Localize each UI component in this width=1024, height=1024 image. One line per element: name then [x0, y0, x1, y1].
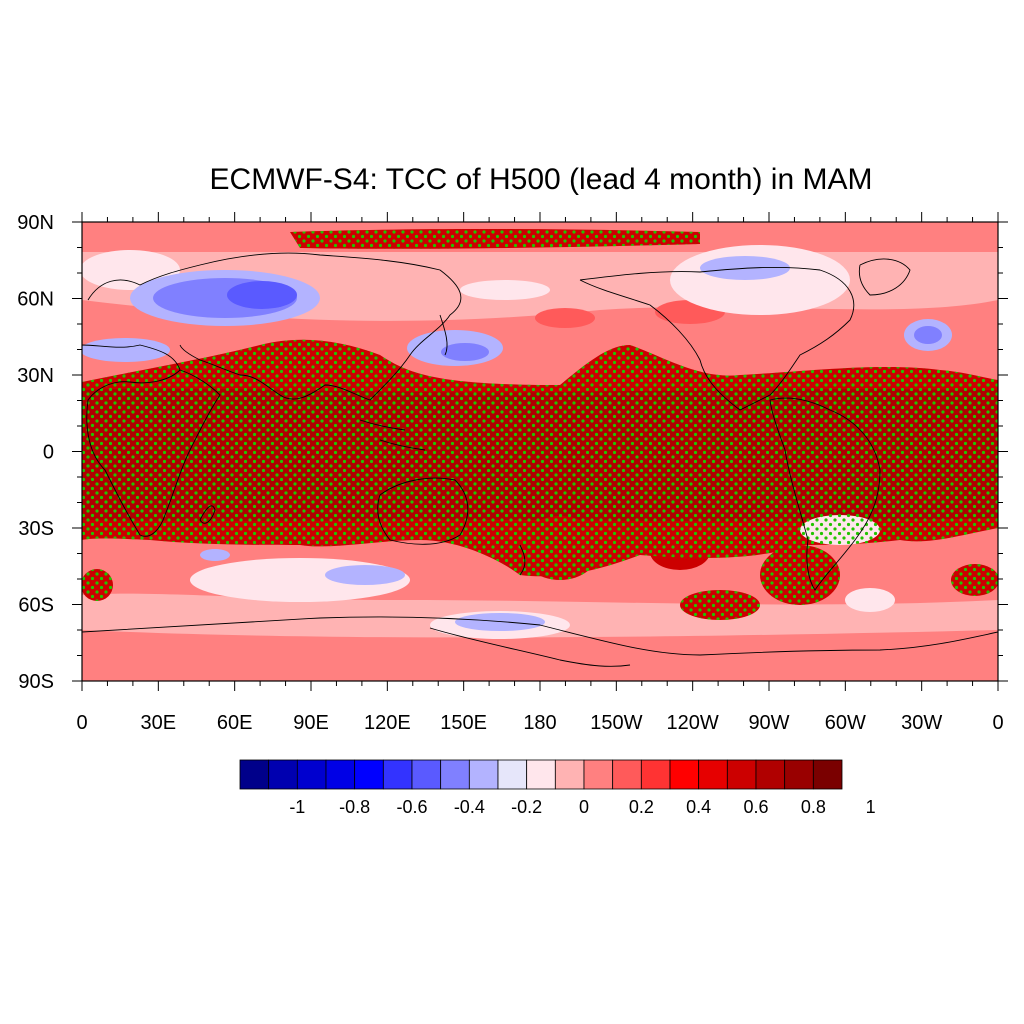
- colorbar-swatch: [468, 759, 499, 790]
- colorbar-swatch: [325, 759, 356, 790]
- colorbar-swatch: [698, 759, 728, 790]
- axis-ticks: [72, 212, 1008, 691]
- lat-tick-label: 90S: [18, 671, 54, 693]
- lon-tick-label: 120W: [667, 712, 719, 734]
- significance-stipple-arctic: [290, 229, 700, 249]
- colorbar-label: 0.6: [743, 797, 768, 817]
- colorbar-swatch: [554, 759, 585, 790]
- lat-tick-label: 30N: [17, 365, 54, 387]
- field-south-indian-negative: [325, 565, 405, 585]
- colorbar-swatch: [382, 759, 413, 790]
- significance-stipple-south-pacific: [520, 516, 600, 580]
- significance-stipple-east: [951, 564, 998, 596]
- colorbar-label: -0.8: [339, 797, 370, 817]
- lon-tick-label: 0: [992, 712, 1003, 734]
- lat-tick-label: 60S: [18, 595, 54, 617]
- colorbar-swatch: [354, 759, 384, 790]
- lon-tick-label: 90E: [293, 712, 329, 734]
- colorbar-swatch: [239, 759, 270, 790]
- colorbar-label: -1: [289, 797, 305, 817]
- field-eurasia-negative-core: [227, 281, 297, 309]
- lon-tick-label: 0: [76, 712, 87, 734]
- field-north-pacific-patch: [535, 308, 595, 328]
- map-title: ECMWF-S4: TCC of H500 (lead 4 month) in …: [209, 163, 873, 196]
- colorbar-label: 0.2: [629, 797, 654, 817]
- lat-tick-label: 0: [43, 442, 54, 464]
- significance-stipple-west: [82, 569, 113, 601]
- colorbar-swatch: [526, 759, 556, 790]
- colorbar-label: -0.2: [511, 797, 542, 817]
- colorbar-label: 0.4: [686, 797, 711, 817]
- colorbar-swatch: [784, 759, 814, 790]
- field-ross-sea-negative: [455, 613, 545, 631]
- colorbar-swatch: [583, 759, 614, 790]
- lon-tick-label: 180: [523, 712, 556, 734]
- field-north-pacific-negative-core: [441, 343, 489, 361]
- lon-tick-label: 120E: [364, 712, 411, 734]
- significance-stipple-tropics: [82, 339, 998, 577]
- field-north-america-light: [670, 245, 850, 315]
- colorbar-swatch: [440, 759, 470, 790]
- colorbar-label: 1: [866, 797, 876, 817]
- field-south-atlantic-negative: [200, 549, 230, 561]
- field-north-atlantic-negative-core: [914, 326, 942, 344]
- colorbar-swatch: [296, 759, 327, 790]
- lat-tick-label: 90N: [17, 212, 54, 234]
- coastlines: [82, 252, 998, 667]
- field-mediterranean-negative: [82, 338, 170, 362]
- colorbar-swatch: [755, 759, 786, 790]
- field-drake-light: [845, 588, 895, 612]
- colorbar-label: 0.8: [801, 797, 826, 817]
- colorbar-swatch: [612, 759, 642, 790]
- colorbar-label: 0: [579, 797, 589, 817]
- colorbar-swatch: [812, 759, 843, 790]
- lon-tick-label: 60W: [825, 712, 866, 734]
- colorbar-swatch: [726, 759, 757, 790]
- lat-tick-label: 60N: [17, 289, 54, 311]
- lon-tick-label: 90W: [748, 712, 789, 734]
- colorbar-swatch: [411, 759, 442, 790]
- axis-labels: 0 30E 60E 90E 120E 150E 180 150W 120W 90W 60W 30W 09…: [17, 212, 1003, 734]
- lat-tick-label: 30S: [18, 518, 54, 540]
- lon-tick-label: 60E: [217, 712, 253, 734]
- field-pacific-light: [460, 280, 550, 300]
- colorbar-swatch: [268, 759, 298, 790]
- significance-stipple-southern-ocean: [680, 590, 760, 620]
- lon-tick-label: 30E: [141, 712, 177, 734]
- colorbar-swatch: [497, 759, 528, 790]
- lon-tick-label: 30W: [901, 712, 942, 734]
- colorbar-label: -0.6: [396, 797, 427, 817]
- significance-stipple-south-atlantic: [760, 545, 840, 605]
- lon-tick-label: 150W: [590, 712, 642, 734]
- lon-tick-label: 150E: [440, 712, 487, 734]
- colorbar-label: -0.4: [454, 797, 485, 817]
- colorbar: -1 -0.8 -0.6 -0.4 -0.2 0 0.2 0.4 0.6 0.8 1: [239, 759, 876, 817]
- colorbar-swatch: [669, 759, 700, 790]
- map-field: [82, 222, 998, 681]
- colorbar-swatch: [640, 759, 671, 790]
